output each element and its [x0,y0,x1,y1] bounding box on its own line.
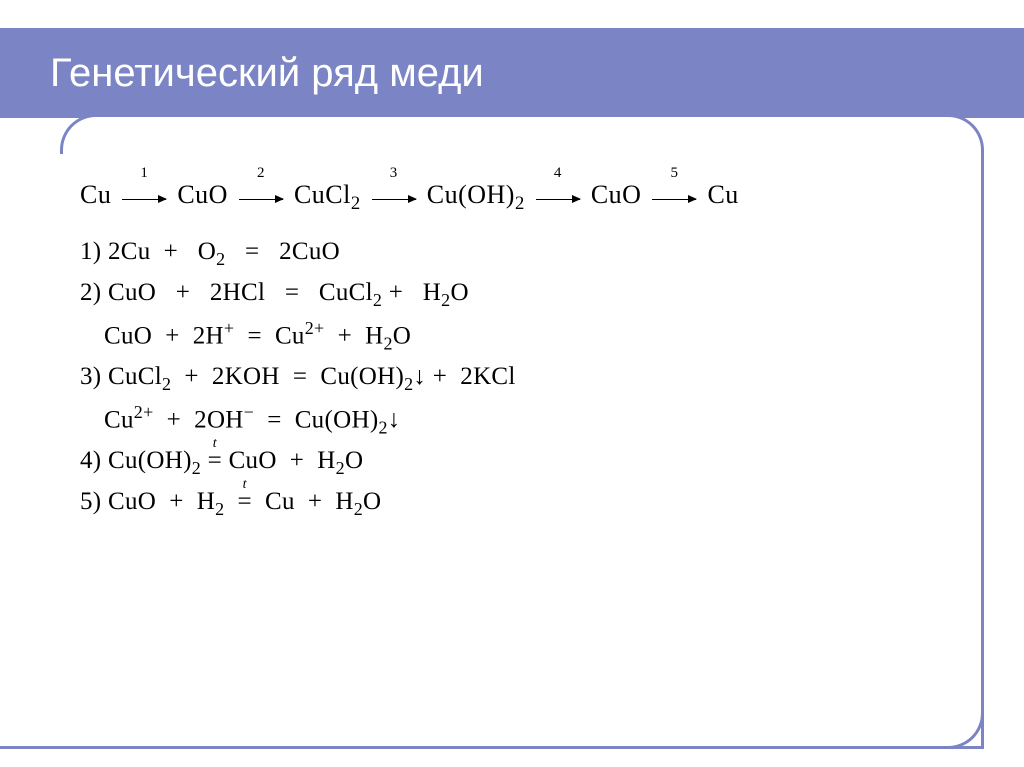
slide-title: Генетический ряд меди [50,51,484,96]
equation-number: 2) [80,279,101,306]
equation-1: 1) 2Cu + O2 = 2CuO [80,233,954,274]
chain-step-num: 4 [554,165,562,182]
reaction-chain: Cu 1 CuO 2 CuCl2 3 Cu(OH)2 4 CuO 5 Cu [80,180,954,215]
chain-step-num: 2 [257,165,265,182]
content-frame-top [60,114,984,154]
chain-species: CuO [591,180,642,209]
equation-number: 5) [80,488,101,515]
chain-species: CuCl2 [294,180,361,209]
equation-2-ionic: CuO + 2H+ = Cu2+ + H2O [104,315,954,358]
equation-3: 3) CuCl2 + 2KOH = Cu(OH)2↓ + 2KCl [80,358,954,399]
chain-step-num: 3 [390,165,398,182]
chain-step-num: 1 [140,165,148,182]
chain-species: Cu(OH)2 [427,180,525,209]
chain-species: Cu [707,180,738,209]
equation-4: 4) Cu(OH)2 = CuO + H2O [80,442,954,483]
content-frame-right [981,150,984,749]
equation-2: 2) CuO + 2HCl = CuCl2 + H2O [80,274,954,315]
equation-number: 1) [80,238,101,265]
chain-species: Cu [80,180,111,209]
chain-species: CuO [177,180,228,209]
equation-number: 4) [80,447,101,474]
chain-arrow: 2 [239,182,283,212]
equation-3-ionic: Cu2+ + 2OH− = Cu(OH)2↓ [104,399,954,442]
chain-arrow: 1 [122,182,166,212]
content-frame-bottom [0,746,984,749]
chain-arrow: 4 [536,182,580,212]
equation-number: 3) [80,363,101,390]
chain-arrow: 5 [652,182,696,212]
chain-step-num: 5 [670,165,678,182]
content-frame-corner [944,709,984,749]
slide-content: Cu 1 CuO 2 CuCl2 3 Cu(OH)2 4 CuO 5 Cu 1)… [80,180,954,524]
equation-5: 5) CuO + H2 = Cu + H2O [80,483,954,524]
chain-arrow: 3 [372,182,416,212]
